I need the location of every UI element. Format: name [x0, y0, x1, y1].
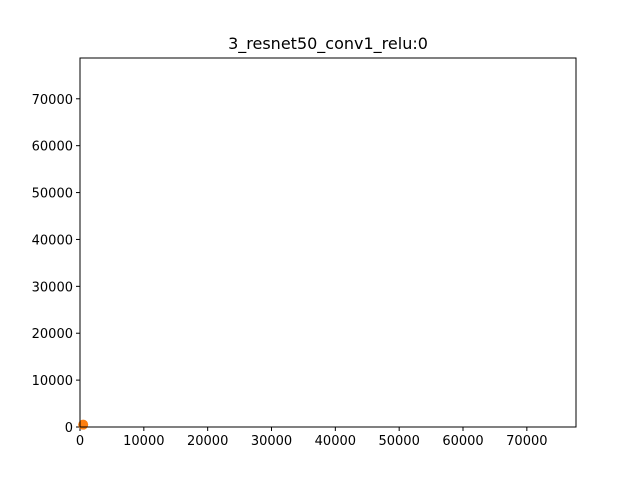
plot-frame [79, 57, 577, 428]
x-tick-label: 20000 [187, 434, 228, 449]
x-tick-label: 10000 [123, 434, 164, 449]
y-tick-label: 40000 [32, 233, 73, 248]
x-tick-label: 50000 [378, 434, 419, 449]
y-tick-label: 60000 [32, 140, 73, 155]
y-tick-label: 70000 [32, 93, 73, 108]
x-tick-label: 60000 [442, 434, 483, 449]
y-tick-label: 30000 [32, 280, 73, 295]
x-tick-label: 40000 [315, 434, 356, 449]
y-tick-label: 10000 [32, 374, 73, 389]
y-tick-label: 50000 [32, 187, 73, 202]
x-tick-label: 30000 [251, 434, 292, 449]
x-tick-label: 0 [76, 434, 84, 449]
y-tick-label: 20000 [32, 327, 73, 342]
chart-title: 3_resnet50_conv1_relu:0 [228, 34, 428, 54]
x-tick-label: 70000 [506, 434, 547, 449]
y-axis: 0 10000 20000 30000 40000 50000 60000 70000 [32, 93, 80, 436]
y-tick-label: 0 [65, 421, 73, 436]
x-axis: 0 10000 20000 30000 40000 50000 60000 70000 [76, 427, 548, 449]
